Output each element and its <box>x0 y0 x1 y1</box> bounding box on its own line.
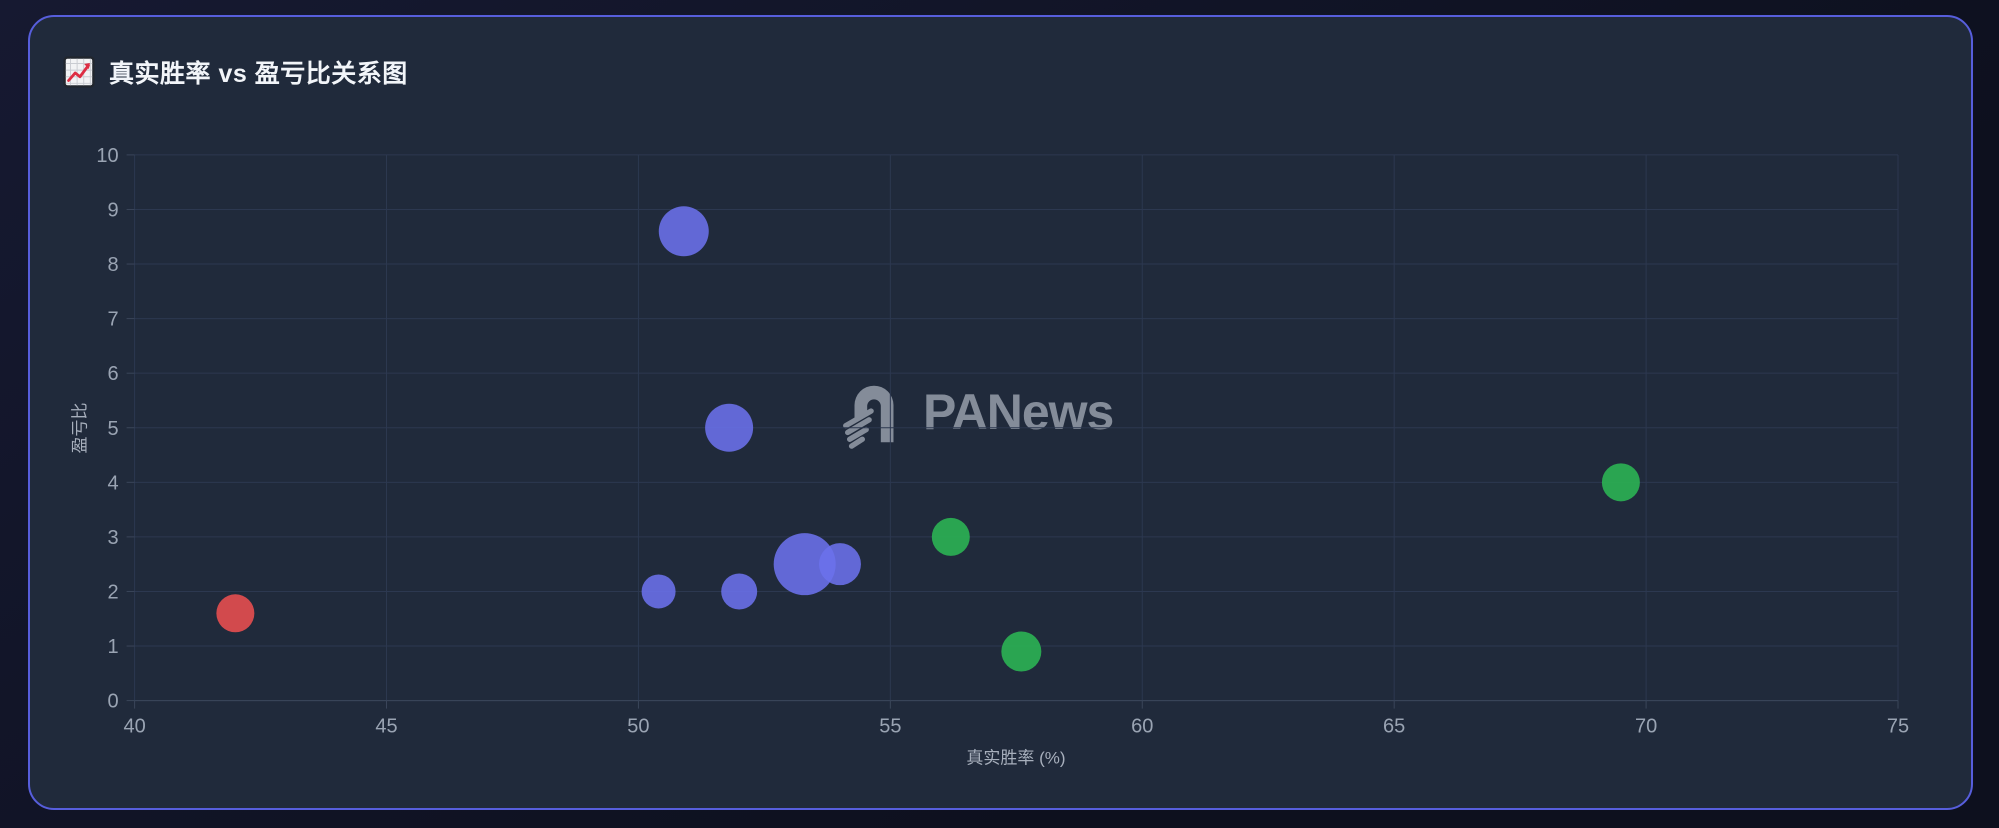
y-tick-label: 0 <box>107 691 118 713</box>
data-point-green[interactable] <box>931 517 970 556</box>
y-tick-label: 2 <box>107 581 118 603</box>
data-point-blue[interactable] <box>773 533 836 596</box>
chart-title: 真实胜率 vs 盈亏比关系图 <box>62 52 408 92</box>
y-tick-label: 6 <box>107 363 118 385</box>
y-tick-label: 4 <box>107 472 118 494</box>
x-tick-label: 65 <box>1383 716 1405 738</box>
y-tick-label: 7 <box>107 309 118 331</box>
x-axis-title: 真实胜率 (%) <box>966 748 1066 768</box>
y-tick-label: 9 <box>107 199 118 221</box>
y-tick-label: 10 <box>96 145 118 167</box>
data-point-blue[interactable] <box>818 543 861 586</box>
data-point-blue[interactable] <box>641 574 676 609</box>
data-point-green[interactable] <box>1001 631 1042 672</box>
x-tick-label: 55 <box>879 716 901 738</box>
watermark-text: PANews <box>923 384 1114 440</box>
data-point-red[interactable] <box>216 594 255 633</box>
data-point-blue[interactable] <box>658 206 709 257</box>
x-tick-label: 45 <box>375 716 397 738</box>
data-point-green[interactable] <box>1601 463 1640 502</box>
data-point-blue[interactable] <box>705 403 754 452</box>
chart-title-text: 真实胜率 vs 盈亏比关系图 <box>109 60 408 88</box>
y-axis-title: 盈亏比 <box>70 402 90 454</box>
data-point-blue[interactable] <box>721 573 758 610</box>
x-tick-label: 50 <box>627 716 649 738</box>
chart-card <box>28 15 1973 810</box>
x-tick-label: 70 <box>1635 716 1657 738</box>
y-tick-label: 3 <box>107 527 118 549</box>
y-tick-label: 1 <box>107 636 118 658</box>
y-tick-label: 8 <box>107 254 118 276</box>
chart-increasing-icon <box>63 56 95 88</box>
y-tick-label: 5 <box>107 418 118 440</box>
x-tick-label: 40 <box>123 716 145 738</box>
x-tick-label: 75 <box>1887 716 1909 738</box>
x-tick-label: 60 <box>1131 716 1153 738</box>
